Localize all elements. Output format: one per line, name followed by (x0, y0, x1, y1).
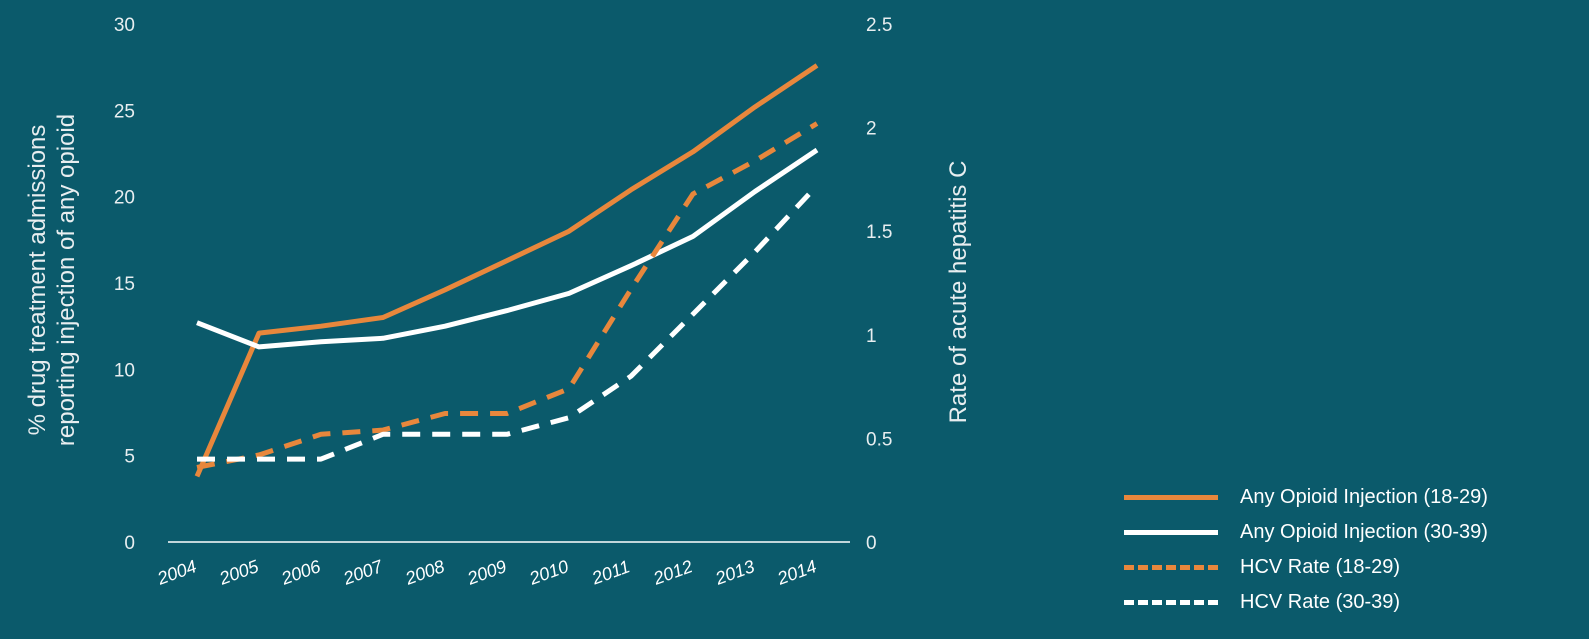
legend-label: Any Opioid Injection (30-39) (1240, 521, 1488, 543)
y-left-tick-label: 25 (114, 101, 135, 122)
x-tick-label: 2014 (774, 556, 819, 589)
x-tick-label: 2011 (588, 556, 632, 588)
legend-item: Any Opioid Injection (30-39) (1124, 515, 1488, 550)
y-left-axis-title: % drug treatment admissions (24, 125, 51, 436)
y-left-tick-label: 20 (114, 188, 135, 209)
y-left-tick-label: 15 (114, 274, 135, 295)
x-tick-label: 2009 (464, 556, 509, 589)
x-tick-label: 2004 (154, 556, 199, 589)
x-tick-label: 2012 (650, 556, 695, 589)
legend-label: Any Opioid Injection (18-29) (1240, 486, 1488, 508)
legend-item: HCV Rate (30-39) (1124, 585, 1488, 620)
y-left-tick-label: 30 (114, 15, 135, 36)
x-tick-label: 2005 (216, 556, 262, 589)
legend-swatch (1124, 495, 1218, 500)
legend-swatch (1124, 600, 1218, 605)
y-left-tick-label: 5 (124, 447, 135, 468)
chart-legend: Any Opioid Injection (18-29) Any Opioid I… (1124, 480, 1488, 620)
y-left-axis-title-line2: reporting injection of any opioid (53, 114, 80, 446)
y-left-tick-label: 0 (124, 533, 135, 554)
y-right-tick-label: 0.5 (866, 429, 892, 450)
legend-swatch (1124, 565, 1218, 570)
y-right-tick-label: 0 (866, 533, 877, 554)
y-right-tick-label: 2 (866, 119, 877, 140)
line-chart: 0 5 10 15 20 25 30 0 0.5 1 1.5 2 2.5 % drug treatment… (24, 15, 972, 589)
y-left-tick-label: 10 (114, 360, 135, 381)
legend-item: Any Opioid Injection (18-29) (1124, 480, 1488, 515)
series-line-2 (196, 147, 819, 350)
x-tick-label: 2013 (712, 556, 757, 589)
legend-item: HCV Rate (18-29) (1124, 550, 1488, 585)
series-line-3 (196, 121, 819, 470)
y-right-tick-label: 2.5 (866, 15, 892, 36)
y-right-tick-label: 1 (866, 326, 877, 347)
x-tick-label: 2008 (402, 556, 447, 589)
legend-label: HCV Rate (18-29) (1240, 556, 1401, 578)
legend-label: HCV Rate (30-39) (1240, 591, 1401, 613)
series-line-4 (197, 183, 819, 462)
x-tick-label: 2007 (340, 556, 386, 589)
y-right-tick-label: 1.5 (866, 222, 892, 243)
series-line-1 (194, 63, 819, 478)
legend-swatch (1124, 530, 1218, 535)
x-tick-label: 2006 (278, 556, 324, 589)
x-tick-label: 2010 (526, 556, 571, 589)
y-right-axis-title: Rate of acute hepatitis C (945, 161, 972, 424)
